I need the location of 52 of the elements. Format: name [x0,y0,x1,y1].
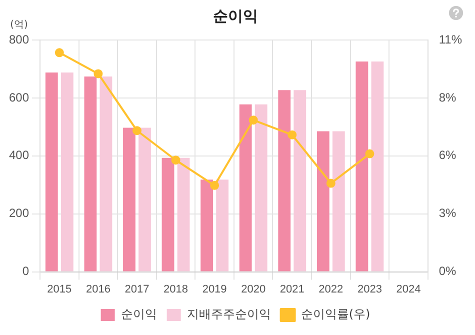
point [54,48,64,58]
y2-tick-label: 0% [438,264,457,278]
x-tick-label: 2020 [241,283,266,296]
x-tick-label: 2017 [124,283,150,296]
bar [239,104,252,272]
bar [84,76,97,272]
bar [332,131,345,272]
point [210,180,220,190]
point [171,156,180,165]
legend-label: 순이익 [120,307,157,322]
bar [371,61,384,272]
x-tick-label: 2024 [396,283,421,296]
x-tick-label: 2015 [47,283,72,296]
x-tick-label: 2023 [357,283,382,296]
y-tick-label: 200 [8,206,30,220]
legend-label: 순이익률(우) [300,307,370,322]
x-tick-label: 2018 [164,283,188,296]
point [132,126,142,136]
point [248,116,258,125]
y-tick-label: 400 [8,148,30,162]
point [365,149,374,158]
bar [60,72,74,272]
y2-tick-label: 6% [438,148,457,162]
y-axis-title: (억) [10,20,28,31]
bar [278,90,291,272]
bar [316,131,330,272]
x-tick-label: 2016 [86,283,110,296]
bar [200,180,214,272]
bar [177,158,190,272]
point [326,178,336,188]
bar [254,104,268,272]
legend-label: 지배주주순이익 [186,307,271,322]
bar [162,158,174,272]
x-tick-label: 2022 [318,283,344,296]
x-tick-label: 2021 [280,283,304,296]
bar [123,128,136,272]
bar [45,72,58,272]
point [94,69,103,78]
bar [100,76,112,272]
y-tick-label: 0 [22,264,30,278]
y-tick-label: 600 [8,90,30,104]
y2-tick-label: 8% [438,90,457,104]
y2-tick-label: 3% [438,206,457,220]
bar [138,128,151,272]
y-tick-label: 800 [8,32,30,46]
bar [216,180,229,272]
y2-tick-label: 11% [438,32,462,46]
chart-title: 순이익 [213,6,258,25]
bar [294,90,306,272]
x-tick-label: 2019 [202,283,227,296]
point [288,130,297,140]
bar [356,61,368,272]
